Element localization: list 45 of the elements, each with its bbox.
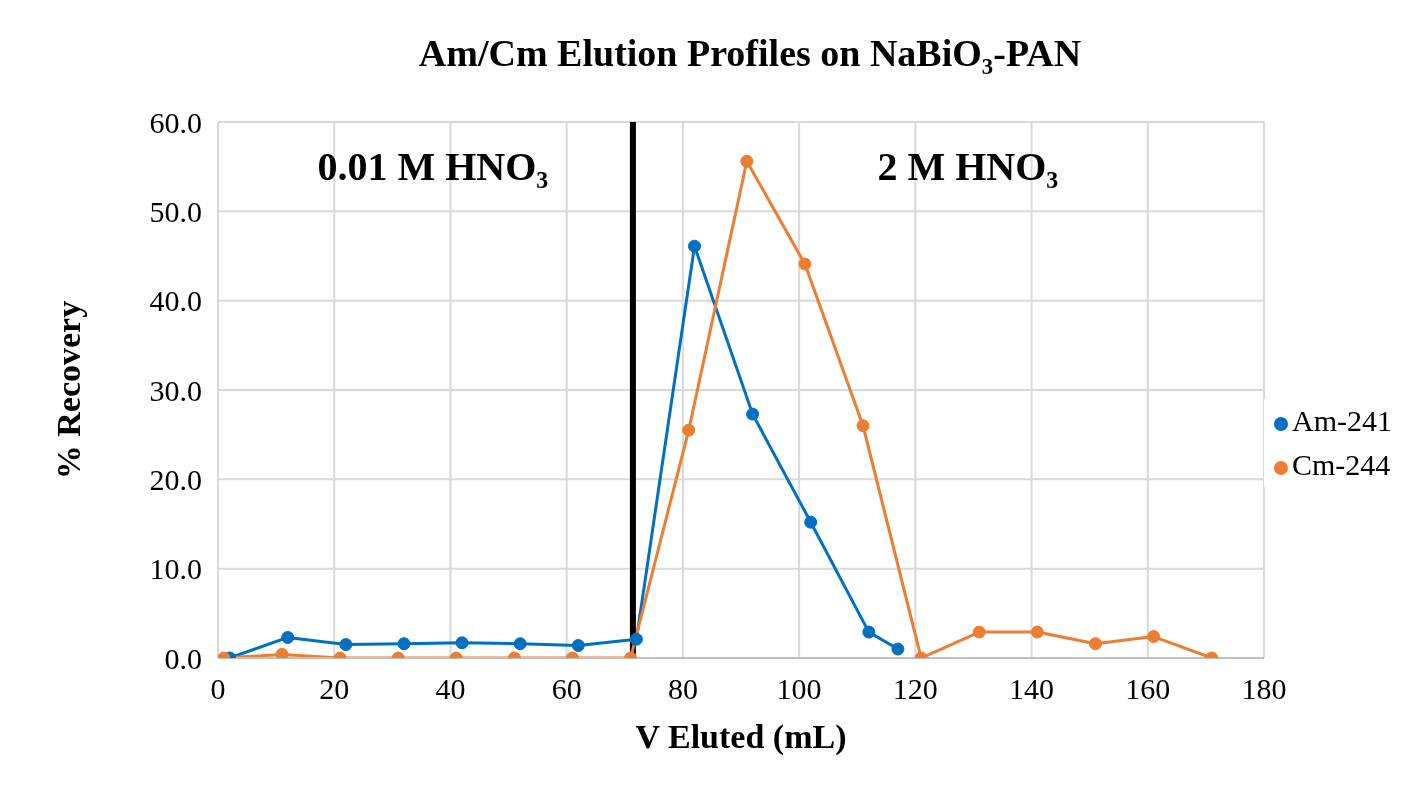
point (629, 632, 643, 646)
point (275, 647, 289, 658)
point (804, 515, 818, 529)
point (972, 625, 986, 639)
point (798, 257, 812, 271)
point (513, 637, 527, 651)
x-tick-label: 40 (435, 672, 466, 706)
x-tick-label: 0 (210, 672, 226, 706)
point (455, 636, 469, 650)
point (740, 154, 754, 168)
point (397, 637, 411, 651)
legend-label: Am-241 (1292, 404, 1392, 437)
point (339, 638, 353, 652)
y-tick-label: 50.0 (149, 194, 202, 228)
x-tick-label: 80 (667, 672, 698, 706)
point (281, 630, 295, 644)
y-axis-title: % Recovery (50, 300, 88, 480)
annotation: 2 M HNO₃ (877, 144, 1059, 189)
x-tick-label: 100 (776, 672, 822, 706)
point (688, 239, 702, 253)
y-tick-label: 0.0 (164, 641, 202, 675)
legend-label: Cm-244 (1292, 448, 1391, 481)
x-tick-label: 160 (1125, 672, 1171, 706)
x-tick-label: 20 (319, 672, 350, 706)
point (1030, 625, 1044, 639)
chart-title: Am/Cm Elution Profiles on NaBiO₃-PAN (417, 31, 1083, 76)
x-axis-title: V Eluted (mL) (635, 718, 847, 756)
point (856, 419, 870, 433)
point (746, 407, 760, 421)
y-tick-label: 20.0 (149, 462, 202, 496)
y-tick-label: 60.0 (149, 105, 202, 139)
point (891, 642, 905, 656)
y-tick-label: 30.0 (149, 373, 202, 407)
point (1147, 630, 1161, 644)
x-tick-label: 60 (551, 672, 582, 706)
x-tick-label: 180 (1241, 672, 1287, 706)
annotation: 0.01 M HNO₃ (317, 144, 549, 189)
point (1088, 637, 1102, 651)
point (862, 625, 876, 639)
x-tick-label: 120 (892, 672, 938, 706)
y-tick-label: 10.0 (149, 552, 202, 586)
point (571, 638, 585, 652)
x-tick-label: 140 (1009, 672, 1055, 706)
point (682, 423, 696, 437)
y-tick-label: 40.0 (149, 284, 202, 318)
